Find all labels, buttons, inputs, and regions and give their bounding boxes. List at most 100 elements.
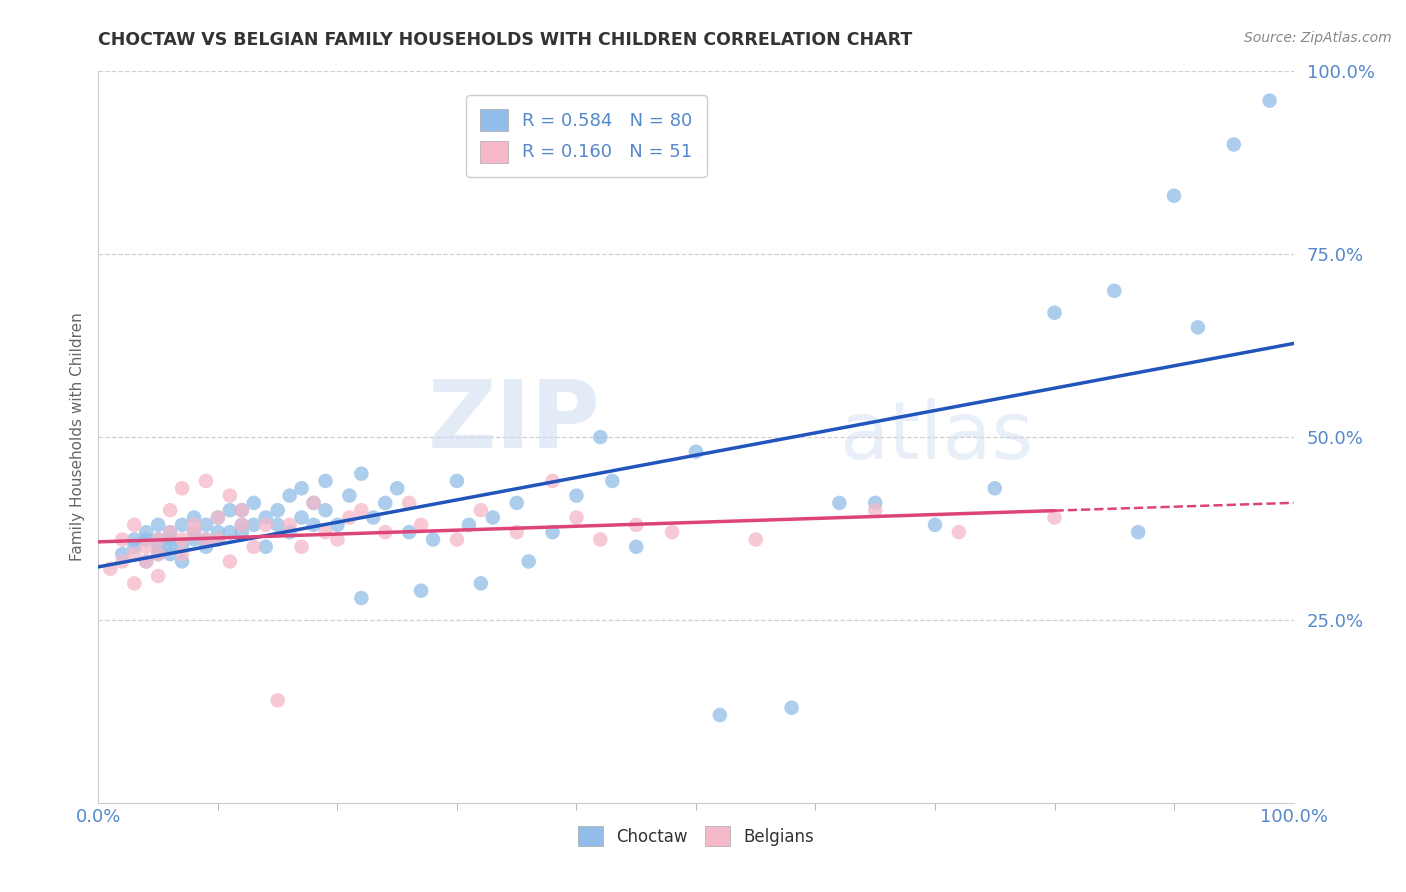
- Point: [948, 525, 970, 540]
- Point: [385, 481, 409, 495]
- Point: [135, 554, 157, 568]
- Point: [159, 525, 181, 540]
- Point: [219, 554, 242, 568]
- Point: [183, 525, 205, 540]
- Point: [195, 533, 218, 547]
- Point: [326, 533, 349, 547]
- Point: [924, 517, 946, 532]
- Point: [243, 517, 266, 532]
- Point: [1258, 94, 1281, 108]
- Point: [172, 517, 194, 532]
- Point: [291, 510, 314, 524]
- Point: [278, 525, 301, 540]
- Point: [291, 481, 314, 495]
- Point: [207, 510, 229, 524]
- Point: [458, 517, 481, 532]
- Legend: Choctaw, Belgians: Choctaw, Belgians: [571, 820, 821, 853]
- Point: [135, 540, 157, 554]
- Point: [517, 554, 540, 568]
- Point: [302, 496, 325, 510]
- Text: ZIP: ZIP: [427, 376, 600, 468]
- Point: [231, 517, 253, 532]
- Point: [148, 547, 170, 561]
- Point: [135, 554, 157, 568]
- Point: [661, 525, 683, 540]
- Point: [207, 510, 229, 524]
- Point: [159, 525, 181, 540]
- Point: [172, 554, 194, 568]
- Point: [267, 693, 290, 707]
- Point: [148, 540, 170, 554]
- Point: [159, 503, 181, 517]
- Point: [98, 562, 122, 576]
- Point: [339, 510, 361, 524]
- Text: atlas: atlas: [839, 398, 1033, 476]
- Point: [254, 540, 277, 554]
- Point: [565, 489, 588, 503]
- Point: [124, 517, 146, 532]
- Point: [243, 540, 266, 554]
- Point: [278, 489, 301, 503]
- Point: [589, 430, 612, 444]
- Point: [411, 517, 433, 532]
- Point: [780, 700, 803, 714]
- Point: [195, 540, 218, 554]
- Point: [195, 474, 218, 488]
- Point: [984, 481, 1007, 495]
- Point: [124, 533, 146, 547]
- Y-axis label: Family Households with Children: Family Households with Children: [69, 313, 84, 561]
- Point: [1104, 284, 1126, 298]
- Point: [159, 547, 181, 561]
- Point: [350, 503, 373, 517]
- Point: [159, 533, 181, 547]
- Text: Source: ZipAtlas.com: Source: ZipAtlas.com: [1244, 31, 1392, 45]
- Point: [172, 547, 194, 561]
- Point: [422, 533, 444, 547]
- Point: [135, 533, 157, 547]
- Point: [111, 554, 134, 568]
- Point: [207, 533, 229, 547]
- Point: [398, 525, 420, 540]
- Point: [267, 503, 290, 517]
- Point: [254, 510, 277, 524]
- Point: [148, 569, 170, 583]
- Point: [302, 517, 325, 532]
- Point: [219, 489, 242, 503]
- Point: [339, 489, 361, 503]
- Point: [865, 503, 887, 517]
- Point: [326, 517, 349, 532]
- Point: [350, 467, 373, 481]
- Point: [865, 496, 887, 510]
- Point: [291, 540, 314, 554]
- Point: [541, 474, 564, 488]
- Point: [124, 547, 146, 561]
- Point: [1043, 306, 1066, 320]
- Point: [111, 533, 134, 547]
- Point: [183, 533, 205, 547]
- Point: [172, 540, 194, 554]
- Point: [183, 510, 205, 524]
- Point: [745, 533, 768, 547]
- Point: [626, 517, 648, 532]
- Point: [148, 517, 170, 532]
- Point: [315, 503, 337, 517]
- Point: [195, 533, 218, 547]
- Point: [1187, 320, 1209, 334]
- Point: [135, 525, 157, 540]
- Point: [172, 533, 194, 547]
- Point: [124, 540, 146, 554]
- Point: [1043, 510, 1066, 524]
- Point: [231, 503, 253, 517]
- Point: [315, 474, 337, 488]
- Point: [709, 708, 731, 723]
- Point: [231, 503, 253, 517]
- Point: [1128, 525, 1150, 540]
- Point: [565, 510, 588, 524]
- Point: [1163, 188, 1185, 202]
- Point: [254, 517, 277, 532]
- Point: [446, 474, 468, 488]
- Point: [231, 525, 253, 540]
- Point: [411, 583, 433, 598]
- Point: [506, 525, 529, 540]
- Point: [398, 496, 420, 510]
